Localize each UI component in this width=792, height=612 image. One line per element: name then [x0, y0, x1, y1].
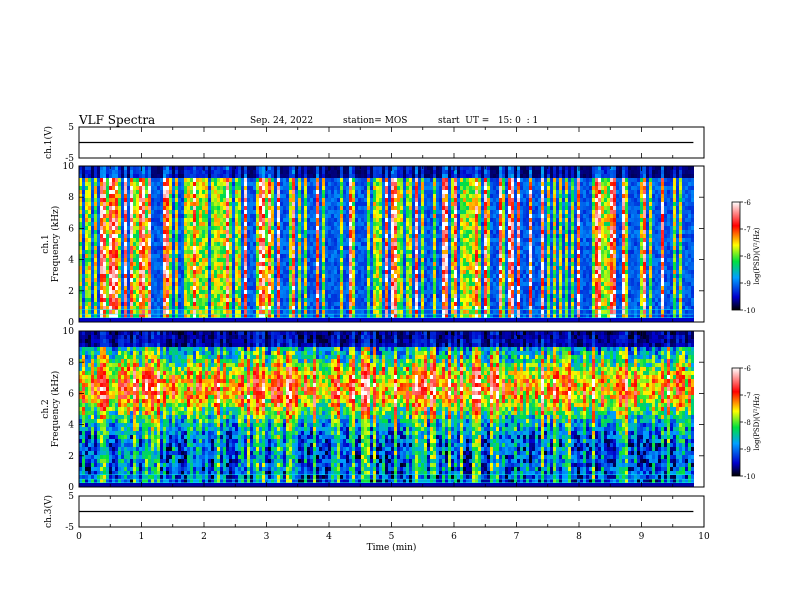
- ch2-colorbar-tick-3: -9: [744, 446, 751, 454]
- xtick-4: 4: [326, 532, 332, 542]
- xtick-3: 3: [264, 532, 270, 542]
- ch1-colorbar-tick-1: -7: [744, 226, 751, 234]
- ch2-colorbar-tick-0: -6: [744, 365, 751, 373]
- ch1-spec-ytick-4: 8: [68, 193, 74, 203]
- xtick-2: 2: [201, 532, 207, 542]
- ch1-spec-ytick-1: 2: [68, 287, 74, 297]
- ch1-spec-ytick-5: 10: [63, 162, 75, 172]
- ch2-colorbar-tick-4: -10: [744, 473, 755, 481]
- ch1-spec-channel-label: ch.1: [41, 234, 51, 253]
- ch1-spec-ytick-2: 4: [68, 256, 74, 266]
- ch1-colorbar-tick-3: -9: [744, 280, 751, 288]
- start-time-label: start UT = 15: 0 : 1: [438, 116, 539, 126]
- ch1-spectrogram: [79, 166, 694, 322]
- ch1-spec-ylabel: Frequency (kHz): [50, 206, 61, 283]
- ch1-wave-ylabel: ch.1(V): [43, 126, 54, 159]
- ch1-colorbar-label: log(PSD)(V²/Hz): [753, 227, 761, 284]
- xtick-10: 10: [698, 532, 710, 542]
- ch2-colorbar-tick-2: -8: [744, 419, 751, 427]
- ch3-wave-ylabel: ch.3(V): [43, 495, 54, 528]
- colorbars: -6 -7 -8 -9 -10 log(PSD)(V²/Hz) -6 -7 -8 -9 -10 log…: [731, 199, 761, 481]
- ch1-spec-ytick-3: 6: [68, 224, 74, 234]
- xtick-6: 6: [451, 532, 457, 542]
- date-label: Sep. 24, 2022: [250, 116, 314, 126]
- xtick-5: 5: [389, 532, 395, 542]
- xtick-8: 8: [576, 532, 582, 542]
- xtick-0: 0: [76, 532, 82, 542]
- ch2-spec-ytick-3: 6: [68, 389, 74, 399]
- xtick-9: 9: [639, 532, 645, 542]
- xtick-7: 7: [514, 532, 520, 542]
- ch1-wave-ytick-1: -5: [65, 154, 74, 164]
- x-axis-label: Time (min): [367, 542, 417, 553]
- ch3-wave-ytick-0: 5: [68, 492, 74, 502]
- ch2-spec-ytick-5: 10: [63, 327, 75, 337]
- ch3-wave-ytick-1: -5: [65, 523, 74, 533]
- ch2-spec-ytick-4: 8: [68, 358, 74, 368]
- ch2-spec-ylabel: Frequency (kHz): [50, 371, 61, 448]
- ch1-spec-ytick-0: 0: [68, 318, 74, 328]
- axis-ticks: [78, 126, 705, 528]
- ch2-colorbar-label: log(PSD)(V²/Hz): [753, 393, 761, 450]
- ch2-colorbar: [731, 367, 741, 477]
- waveform-traces: [79, 141, 694, 513]
- ch1-colorbar: [731, 201, 741, 311]
- ch1-colorbar-tick-4: -10: [744, 307, 755, 315]
- ch2-spectrogram: [79, 331, 694, 487]
- ch2-spec-ytick-2: 4: [68, 421, 74, 431]
- ch2-colorbar-tick-1: -7: [744, 392, 751, 400]
- ch2-spec-ytick-0: 0: [68, 483, 74, 493]
- xtick-1: 1: [139, 532, 145, 542]
- station-label: station= MOS: [343, 116, 408, 126]
- ch1-colorbar-tick-2: -8: [744, 253, 751, 261]
- ch2-spec-ytick-1: 2: [68, 452, 74, 462]
- chart-title: VLF Spectra: [79, 113, 156, 127]
- ch1-wave-ytick-0: 5: [68, 123, 74, 133]
- ch2-spec-channel-label: ch.2: [41, 399, 51, 418]
- ch1-colorbar-tick-0: -6: [744, 199, 751, 207]
